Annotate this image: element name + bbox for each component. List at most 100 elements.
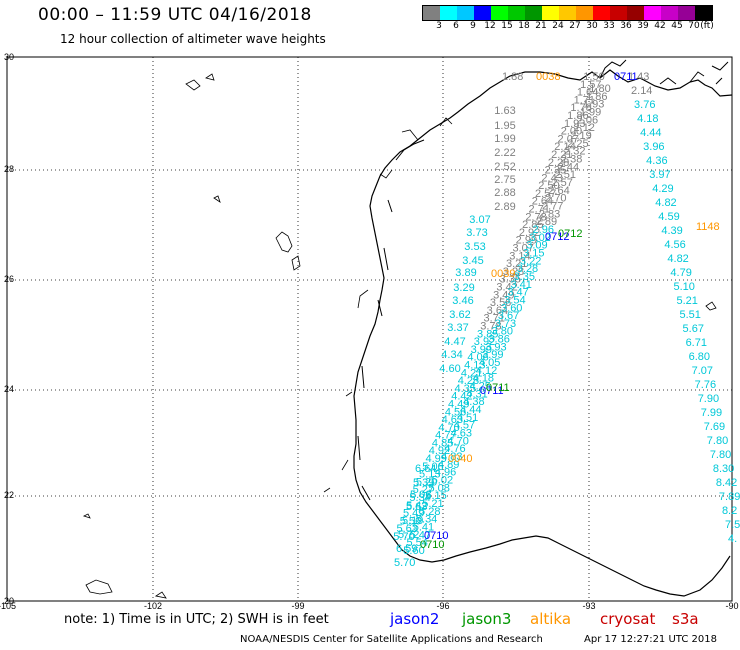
- colorbar-label: 33: [603, 21, 615, 31]
- pass-time-label: 0712: [558, 228, 582, 240]
- swh-label: 3.49: [493, 289, 514, 301]
- swh-label: 4.34: [441, 349, 462, 361]
- swh-label: 7.69: [704, 421, 725, 433]
- lat-label: 22: [4, 490, 14, 500]
- colorbar-label: 70: [688, 21, 700, 31]
- swh-label: 7.76: [695, 379, 716, 391]
- swh-label: 5.70: [394, 557, 415, 569]
- swh-label: 4.36: [646, 155, 667, 167]
- swh-label: 4.18: [473, 373, 494, 385]
- swh-label: 2.43: [541, 172, 562, 184]
- bays: [323, 117, 453, 493]
- swh-label: 3.07: [469, 214, 490, 226]
- swh-label: 1.50: [583, 71, 604, 83]
- lon-labels: -105 -102 -99 -96 -93 -90: [0, 601, 739, 611]
- swh-label: 5.39: [413, 477, 434, 489]
- swh-label: 2.07: [558, 133, 579, 145]
- swh-label: 3.73: [466, 227, 487, 239]
- pass-time-label: 0712: [545, 231, 569, 243]
- swh-label: 1.57: [580, 79, 601, 91]
- louisiana-coast: [599, 59, 729, 85]
- swh-label: 2.83: [539, 208, 560, 220]
- swh-label: 4.70: [447, 435, 468, 447]
- footer-credit: NOAA/NESDIS Center for Satellite Applica…: [240, 634, 543, 645]
- swh-label: 2.12: [574, 122, 595, 134]
- colorbar-swatch: [423, 6, 440, 20]
- swh-label: 4.56: [445, 406, 466, 418]
- swh-label: 4.39: [661, 225, 682, 237]
- swh-label: 3.02: [529, 232, 550, 244]
- swh-label: 2.25: [567, 138, 588, 150]
- swh-label: 4.85: [432, 437, 453, 449]
- swh-label: 5.21: [422, 498, 443, 510]
- swh-label: 2.88: [494, 187, 515, 199]
- swh-label: 2.00: [561, 126, 582, 138]
- colorbar-label: 18: [518, 21, 530, 31]
- colorbar-swatch: [559, 6, 576, 20]
- swh-label: 3.71: [483, 313, 504, 325]
- colorbar-swatch: [542, 6, 559, 20]
- swh-label: 4.13: [464, 359, 485, 371]
- colorbar-label: 39: [637, 21, 649, 31]
- swh-label: 6.59: [396, 543, 417, 555]
- swh-label: 1.86: [586, 91, 607, 103]
- swh-label: 1.43: [628, 71, 649, 83]
- swh-label: 5.51: [680, 309, 701, 321]
- legend-cryosat: cryosat: [600, 610, 656, 628]
- coastline: [353, 69, 733, 597]
- swh-label: 3.46: [452, 295, 473, 307]
- legend-s3a: s3a: [672, 610, 699, 628]
- swh-label: 2.51: [555, 169, 576, 181]
- colorbar-swatch: [593, 6, 610, 20]
- swh-label: 3.96: [643, 141, 664, 153]
- swh-label: 3.42: [496, 282, 517, 294]
- swh-label: 4.06: [467, 352, 488, 364]
- swh-label: 1.64: [577, 87, 598, 99]
- swh-label: 2.89: [494, 201, 515, 213]
- swh-label: 4.21: [461, 367, 482, 379]
- swh-label: 3.22: [520, 255, 541, 267]
- swh-label: 5.49: [403, 508, 424, 520]
- swh-label: 3.54: [504, 294, 525, 306]
- swh-label: 5.56: [400, 515, 421, 527]
- legend-jason2: jason2: [390, 610, 440, 628]
- pass-time-label: 0710: [424, 530, 448, 542]
- pass-time-label: 0040: [448, 453, 472, 465]
- swh-label: 3.35: [514, 271, 535, 283]
- pass-time-label: 0711: [480, 385, 504, 397]
- colorbar-swatch: [610, 6, 627, 20]
- swh-label: 4.28: [458, 375, 479, 387]
- swh-label: 4.18: [637, 113, 658, 125]
- swh-label: 3.85: [477, 328, 498, 340]
- colorbar-swatch: [627, 6, 644, 20]
- swh-label: 4.49: [448, 398, 469, 410]
- colorbar-label: 21: [535, 21, 547, 31]
- swh-label: 1.78: [570, 102, 591, 114]
- colorbar-swatch: [678, 6, 695, 20]
- swh-label: 2.50: [538, 180, 559, 192]
- swh-label: 4.96: [435, 467, 456, 479]
- colorbar-labels: 3 6 9 12 15 18 21 24 27 30 33 36 39 42 45 70 (ft): [422, 21, 740, 33]
- swh-label: 5.41: [413, 522, 434, 534]
- swh-label: 3.14: [509, 250, 530, 262]
- swh-label: 5.10: [673, 281, 694, 293]
- lat-labels: 30 28 26 24 22 20: [4, 52, 14, 606]
- swh-label: 2.44: [558, 161, 579, 173]
- swh-label: 4.: [728, 533, 737, 545]
- swh-label: 7.99: [701, 407, 722, 419]
- page-subtitle: 12 hour collection of altimeter wave hei…: [60, 32, 326, 46]
- swh-label: 5.34: [416, 514, 437, 526]
- swh-label: 4.29: [652, 183, 673, 195]
- swh-label: 3.78: [480, 320, 501, 332]
- colorbar-label: 12: [484, 21, 496, 31]
- swh-label: 4.99: [425, 453, 446, 465]
- swh-label: 2.52: [494, 161, 515, 173]
- map-frame: [6, 56, 733, 602]
- swh-label: 2.71: [529, 204, 550, 216]
- swh-label: 5.08: [429, 482, 450, 494]
- pass-time-label: 0038: [536, 71, 560, 83]
- colorbar: [422, 5, 713, 21]
- swh-label: 2.77: [542, 200, 563, 212]
- colorbar-swatch: [457, 6, 474, 20]
